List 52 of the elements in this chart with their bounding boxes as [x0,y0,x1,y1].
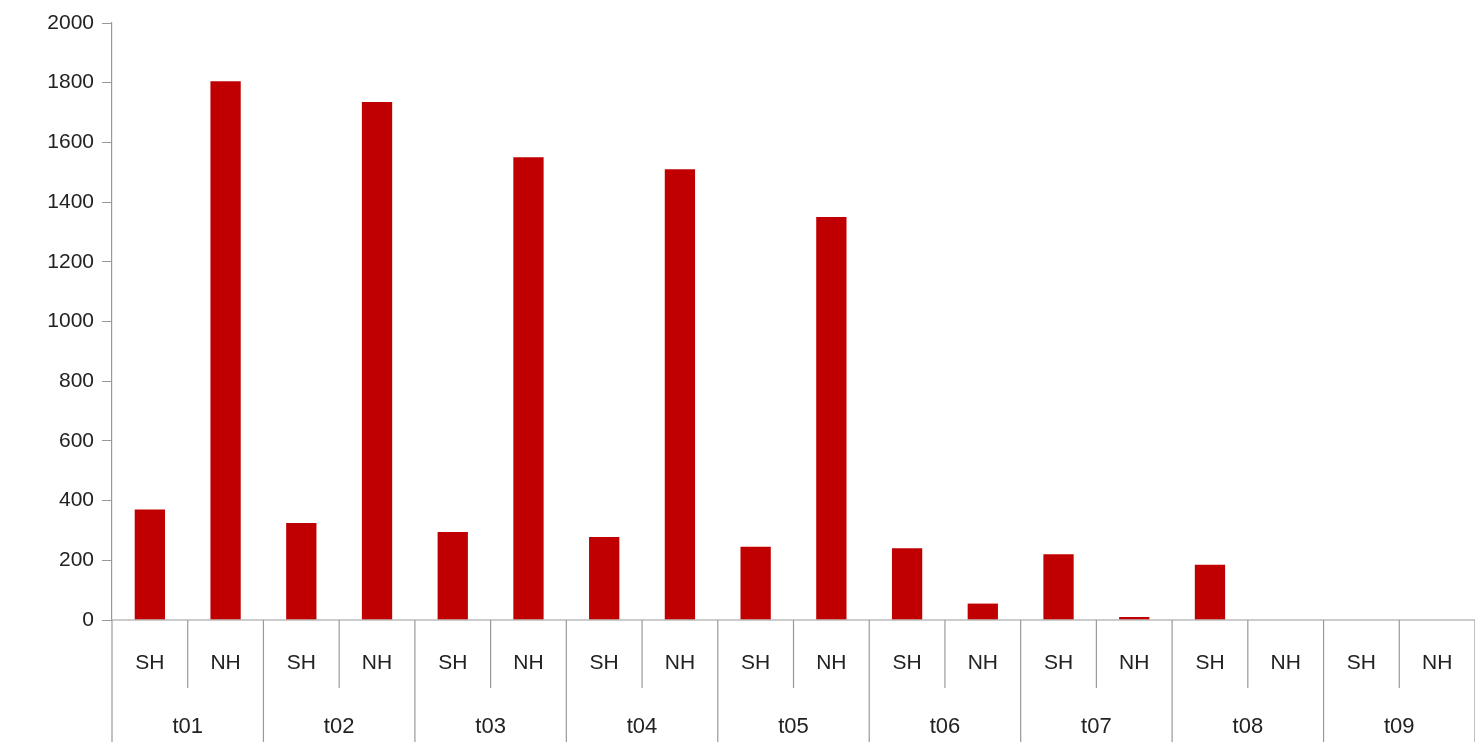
bar [437,531,468,620]
x-tick-label: t03 [475,713,506,739]
y-tick-label: 1200 [47,248,94,272]
bar [1043,554,1074,620]
x-tick-label: t05 [778,713,809,739]
text: NH [1119,649,1150,673]
y-tick-label: 400 [58,487,94,511]
text: NH [210,649,241,673]
series-label: SH [135,649,165,673]
text: SH [892,649,922,673]
y-tick-label: 200 [58,547,94,571]
bar [210,81,241,620]
text: NH [967,649,998,673]
bar [286,522,317,620]
bar [361,102,393,620]
y-tick-label: 1400 [47,188,94,212]
text: SH [1346,649,1377,673]
bar [816,217,847,620]
text: SH [286,649,316,673]
bar [589,537,620,620]
text: NH [816,649,847,673]
y-tick-label: 1600 [47,129,94,153]
y-tick-label: 0 [82,606,94,630]
bar [1194,564,1226,620]
y-tick-label: 600 [58,427,94,451]
bar [664,169,696,620]
bar [891,548,923,620]
x-tick-label: t06 [929,713,961,739]
y-tick-label: 1800 [47,69,94,93]
x-tick-label: t08 [1232,713,1264,739]
bar [134,509,166,620]
text: SH [438,649,468,673]
x-tick-label: t07 [1081,713,1112,739]
x-tick-label: t02 [323,713,355,739]
text: NH [1421,649,1453,673]
text: SH [1043,649,1074,673]
x-tick-label: t09 [1383,713,1415,739]
text: SH [741,649,771,673]
x-tick-label: t01 [172,713,204,739]
bar [967,603,998,620]
y-tick-label: 1000 [47,308,94,332]
text: SH [1195,649,1225,673]
text: SH [589,649,619,673]
text: NH [513,649,544,673]
y-tick-label: 2000 [47,9,94,33]
bar [513,157,544,620]
series-label: NH [361,649,393,673]
bar [740,546,771,620]
text: NH [664,649,696,673]
x-tick-label: t04 [626,713,658,739]
y-tick-label: 800 [58,368,94,391]
text: NH [1270,649,1301,673]
